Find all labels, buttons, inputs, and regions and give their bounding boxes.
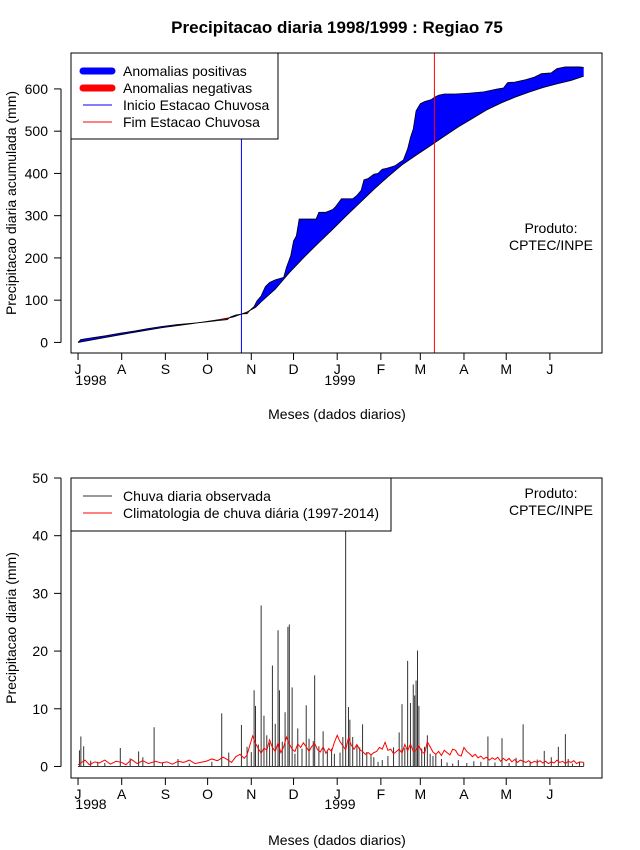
chart-title: Precipitacao diaria 1998/1999 : Regiao 7… — [171, 18, 503, 37]
top-legend-box — [70, 52, 279, 140]
bottom-y-tick-label: 20 — [32, 643, 48, 659]
bottom-y-tick-label: 30 — [32, 585, 48, 601]
bottom-annotation-line-2: CPTEC/INPE — [509, 502, 593, 518]
top-x-axis-label: Meses (dados diarios) — [268, 406, 406, 422]
bottom-year-label-1999: 1999 — [324, 796, 355, 812]
bottom-x-tick-label: N — [246, 786, 256, 802]
bottom-x-tick-label: M — [414, 786, 426, 802]
bottom-y-tick-label: 0 — [40, 758, 48, 774]
bottom-x-axis-label: Meses (dados diarios) — [268, 832, 406, 848]
legend-label-observed: Chuva diaria observada — [123, 488, 271, 504]
legend-label-onset: Inicio Estacao Chuvosa — [123, 97, 270, 113]
top-x-tick-label: O — [202, 361, 213, 377]
top-y-tick-label: 0 — [40, 334, 48, 350]
bottom-legend-box — [70, 477, 392, 532]
bottom-x-tick-label: F — [377, 786, 386, 802]
bottom-y-tick-label: 40 — [32, 528, 48, 544]
top-annotation-line-1: Produto: — [525, 220, 578, 236]
bottom-x-tick-label: D — [288, 786, 298, 802]
top-x-tick-label: A — [459, 361, 469, 377]
top-y-tick-label: 300 — [25, 208, 49, 224]
bottom-y-axis-label: Precipitacao diaria (mm) — [3, 552, 19, 704]
top-x-tick-label: M — [414, 361, 426, 377]
top-year-label-1999: 1999 — [324, 372, 355, 388]
legend-label-positive: Anomalias positivas — [123, 63, 247, 79]
top-year-label-1998: 1998 — [75, 372, 106, 388]
top-x-tick-label: A — [117, 361, 127, 377]
bottom-x-tick-label: J — [546, 786, 553, 802]
top-x-tick-label: J — [75, 361, 82, 377]
bottom-x-tick-label: S — [161, 786, 170, 802]
bottom-x-tick-label: M — [500, 786, 512, 802]
bottom-year-label-1998: 1998 — [75, 796, 106, 812]
top-y-tick-label: 400 — [25, 165, 49, 181]
daily-plot-area — [77, 527, 585, 767]
bottom-y-tick-label: 10 — [32, 701, 48, 717]
top-x-tick-label: N — [246, 361, 256, 377]
legend-label-end: Fim Estacao Chuvosa — [123, 114, 260, 130]
bottom-y-tick-label: 50 — [32, 470, 48, 486]
climatology-daily-line — [77, 734, 584, 766]
top-x-tick-label: S — [161, 361, 170, 377]
daily-chart: 0 10 20 30 40 50 J A S O N D J F M A M J 1998 1999 Meses… — [3, 470, 603, 848]
top-y-axis-label: Precipitacao diaria acumulada (mm) — [3, 91, 19, 315]
top-x-tick-label: J — [546, 361, 553, 377]
top-y-tick-label: 100 — [25, 292, 49, 308]
climatology-cumulative-line — [77, 75, 584, 343]
top-x-tick-label: D — [288, 361, 298, 377]
top-y-tick-label: 200 — [25, 250, 49, 266]
top-legend: Anomalias positivas Anomalias negativas … — [70, 52, 279, 140]
top-x-tick-label: M — [500, 361, 512, 377]
top-y-tick-label: 500 — [25, 123, 49, 139]
cumulative-chart: Precipitacao diaria 1998/1999 : Regiao 7… — [3, 18, 603, 422]
legend-label-climatology: Climatologia de chuva diária (1997-2014) — [123, 505, 379, 521]
bottom-annotation-line-1: Produto: — [525, 485, 578, 501]
observed-cumulative-line — [77, 66, 584, 343]
top-y-tick-label: 600 — [25, 81, 49, 97]
bottom-x-tick-label: J — [334, 786, 341, 802]
bottom-x-tick-label: A — [459, 786, 469, 802]
bottom-x-tick-label: O — [202, 786, 213, 802]
top-y-axis: 0 100 200 300 400 500 600 — [25, 81, 62, 350]
bottom-x-tick-label: A — [117, 786, 127, 802]
bottom-x-tick-label: J — [75, 786, 82, 802]
bottom-y-axis: 0 10 20 30 40 50 — [32, 470, 62, 774]
top-annotation-line-2: CPTEC/INPE — [509, 237, 593, 253]
top-x-tick-label: J — [334, 361, 341, 377]
bottom-legend: Chuva diaria observada Climatologia de c… — [70, 477, 392, 532]
legend-label-negative: Anomalias negativas — [123, 80, 252, 96]
top-x-tick-label: F — [377, 361, 386, 377]
